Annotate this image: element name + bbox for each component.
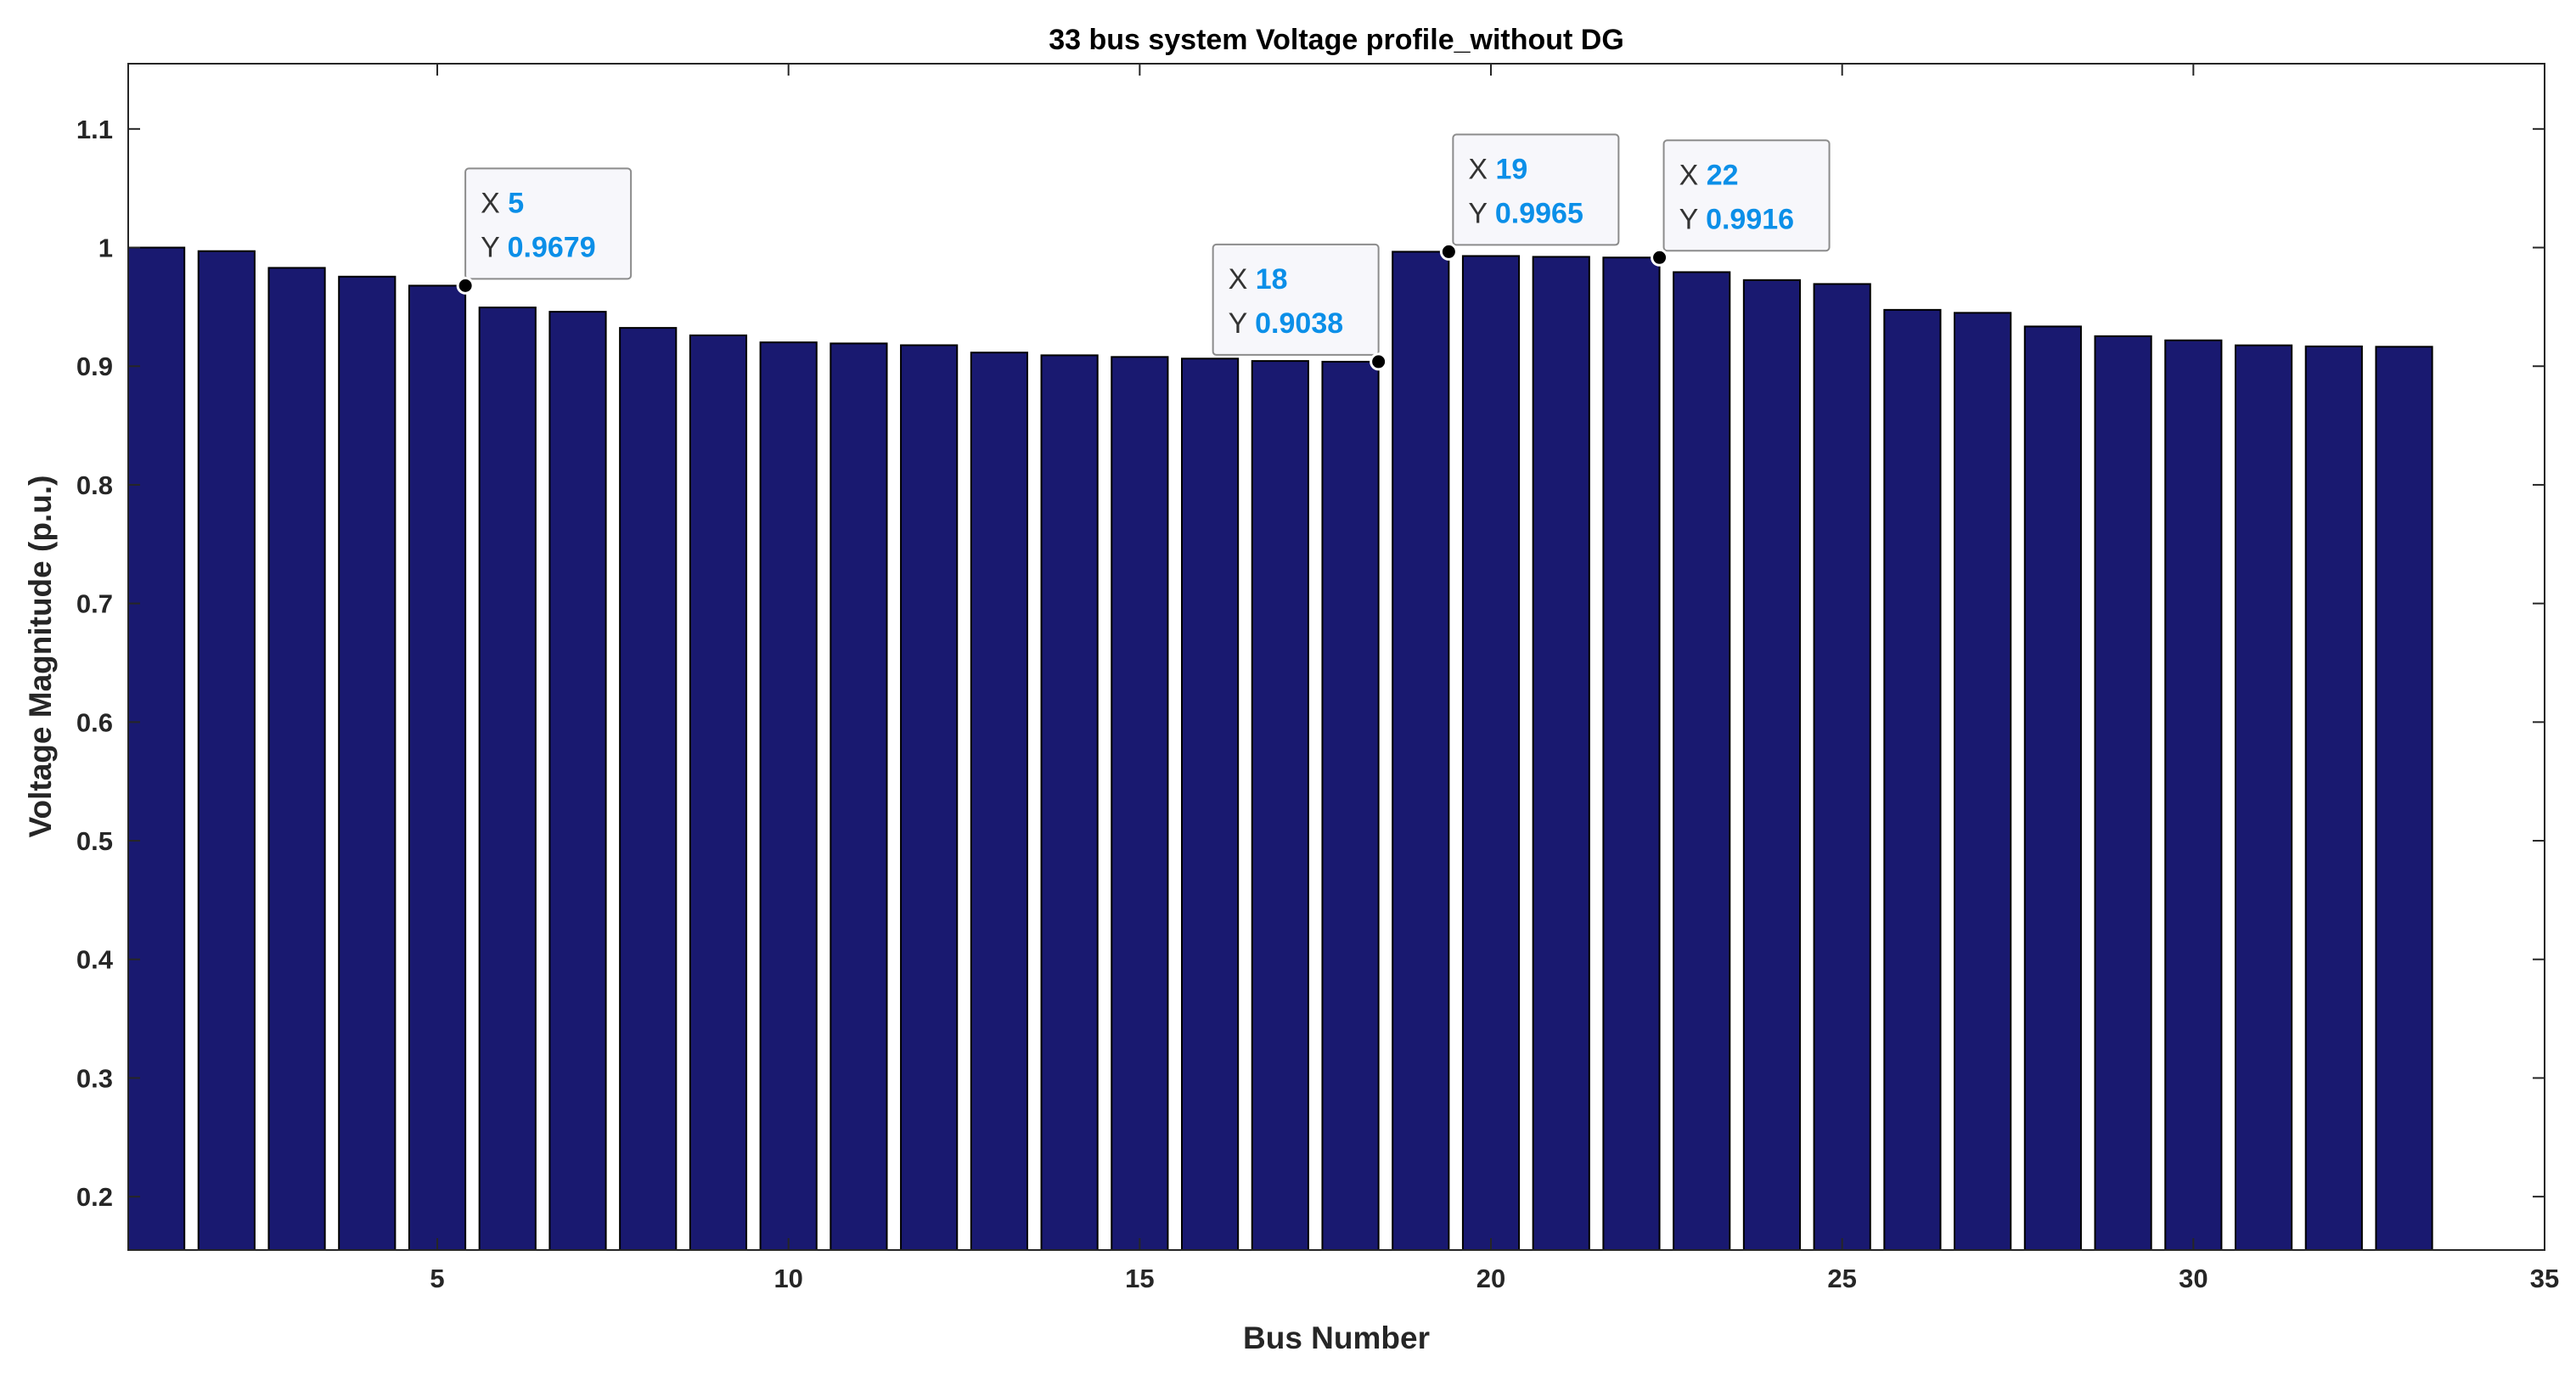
x-tick-label: 35 — [2530, 1264, 2559, 1293]
datatip-bus-19[interactable]: X 19 Y 0.9965 — [1439, 133, 1620, 261]
bar-bus-20 — [1461, 255, 1521, 1251]
x-tick-label: 5 — [430, 1264, 444, 1293]
bar-bus-12 — [900, 344, 959, 1252]
bar-bus-32 — [2304, 345, 2363, 1251]
bar-bus-10 — [759, 341, 818, 1252]
y-tick-label: 0.9 — [76, 352, 113, 381]
datatip-box — [1662, 139, 1831, 252]
y-tick-label: 1 — [98, 234, 113, 263]
datatip-marker[interactable] — [456, 276, 475, 295]
y-tick-label: 0.6 — [76, 707, 113, 737]
datatip-marker[interactable] — [1651, 248, 1669, 267]
x-tick-label: 25 — [1827, 1264, 1856, 1293]
y-axis-label: Voltage Magnitude (p.u.) — [23, 476, 58, 838]
datatip-box — [1452, 133, 1620, 246]
y-tick-label: 0.3 — [76, 1063, 113, 1093]
bar-bus-2 — [197, 250, 256, 1252]
x-tick-label: 10 — [773, 1264, 802, 1293]
y-tick-label: 0.8 — [76, 470, 113, 500]
datatip-y-line: Y 0.9679 — [481, 231, 596, 263]
bar-bus-27 — [1954, 312, 2012, 1251]
bar-bus-8 — [619, 327, 678, 1251]
bar-bus-19 — [1392, 251, 1450, 1251]
bar-bus-28 — [2023, 325, 2082, 1251]
y-tick-label: 0.4 — [76, 945, 114, 975]
x-tick-label: 30 — [2179, 1264, 2208, 1293]
bar-bus-24 — [1742, 279, 1802, 1252]
bar-bus-13 — [970, 352, 1028, 1251]
bar-bus-15 — [1111, 356, 1169, 1252]
datatip-x-line: X 18 — [1229, 263, 1288, 296]
datatip-box — [464, 167, 633, 280]
bar-bus-33 — [2375, 346, 2433, 1251]
bar-bus-16 — [1180, 358, 1240, 1251]
datatip-y-line: Y 0.9038 — [1229, 307, 1344, 340]
bar-bus-22 — [1602, 256, 1661, 1252]
datatip-marker[interactable] — [1370, 352, 1388, 371]
bar-bus-23 — [1673, 271, 1731, 1252]
bar-bus-18 — [1321, 360, 1380, 1251]
x-tick-label: 20 — [1476, 1264, 1505, 1293]
datatips-layer: X 5 Y 0.9679 X 18 Y 0.9038 X 19 Y 0.9965 X 22 Y… — [456, 133, 1831, 371]
bar-bus-30 — [2164, 339, 2223, 1251]
bar-bus-17 — [1251, 360, 1309, 1251]
datatip-x-line: X 5 — [481, 187, 524, 219]
x-tick-label: 15 — [1125, 1264, 1154, 1293]
datatip-marker[interactable] — [1439, 242, 1458, 261]
y-tick-label: 0.2 — [76, 1182, 113, 1212]
axes-box — [127, 63, 2545, 1251]
y-tick-label: 0.7 — [76, 589, 113, 619]
bar-bus-4 — [338, 275, 397, 1252]
datatip-box — [1212, 243, 1380, 356]
bars-layer — [127, 246, 2433, 1252]
y-tick-label: 1.1 — [76, 115, 113, 144]
bar-bus-21 — [1532, 256, 1590, 1251]
bar-bus-31 — [2234, 344, 2293, 1251]
datatip-y-line: Y 0.9916 — [1679, 203, 1795, 235]
chart-title: 33 bus system Voltage profile_without DG — [1049, 24, 1624, 56]
datatip-y-line: Y 0.9965 — [1468, 197, 1583, 229]
x-axis-label: Bus Number — [1243, 1321, 1430, 1355]
y-tick-label: 0.5 — [76, 826, 113, 856]
bar-bus-9 — [689, 334, 748, 1252]
datatip-x-line: X 19 — [1468, 153, 1527, 185]
datatip-bus-22[interactable]: X 22 Y 0.9916 — [1651, 139, 1831, 267]
datatip-bus-18[interactable]: X 18 Y 0.9038 — [1212, 243, 1388, 371]
bar-bus-3 — [267, 267, 326, 1251]
bar-bus-11 — [830, 342, 888, 1251]
bar-bus-1 — [127, 246, 186, 1251]
bar-bus-6 — [478, 307, 537, 1251]
bar-bus-25 — [1813, 283, 1871, 1252]
ticks-layer: 5 10 15 20 25 30 35 0.2 0.3 0.4 0.5 0.6 0.7 0.8 0.9 1 1.… — [76, 64, 2559, 1293]
bar-bus-7 — [548, 311, 607, 1252]
bar-bus-29 — [2094, 335, 2152, 1252]
bar-bus-26 — [1883, 308, 1942, 1252]
datatip-x-line: X 22 — [1679, 159, 1739, 191]
datatip-bus-5[interactable]: X 5 Y 0.9679 — [456, 167, 633, 295]
bar-bus-5 — [408, 284, 467, 1252]
bar-bus-14 — [1040, 354, 1099, 1252]
